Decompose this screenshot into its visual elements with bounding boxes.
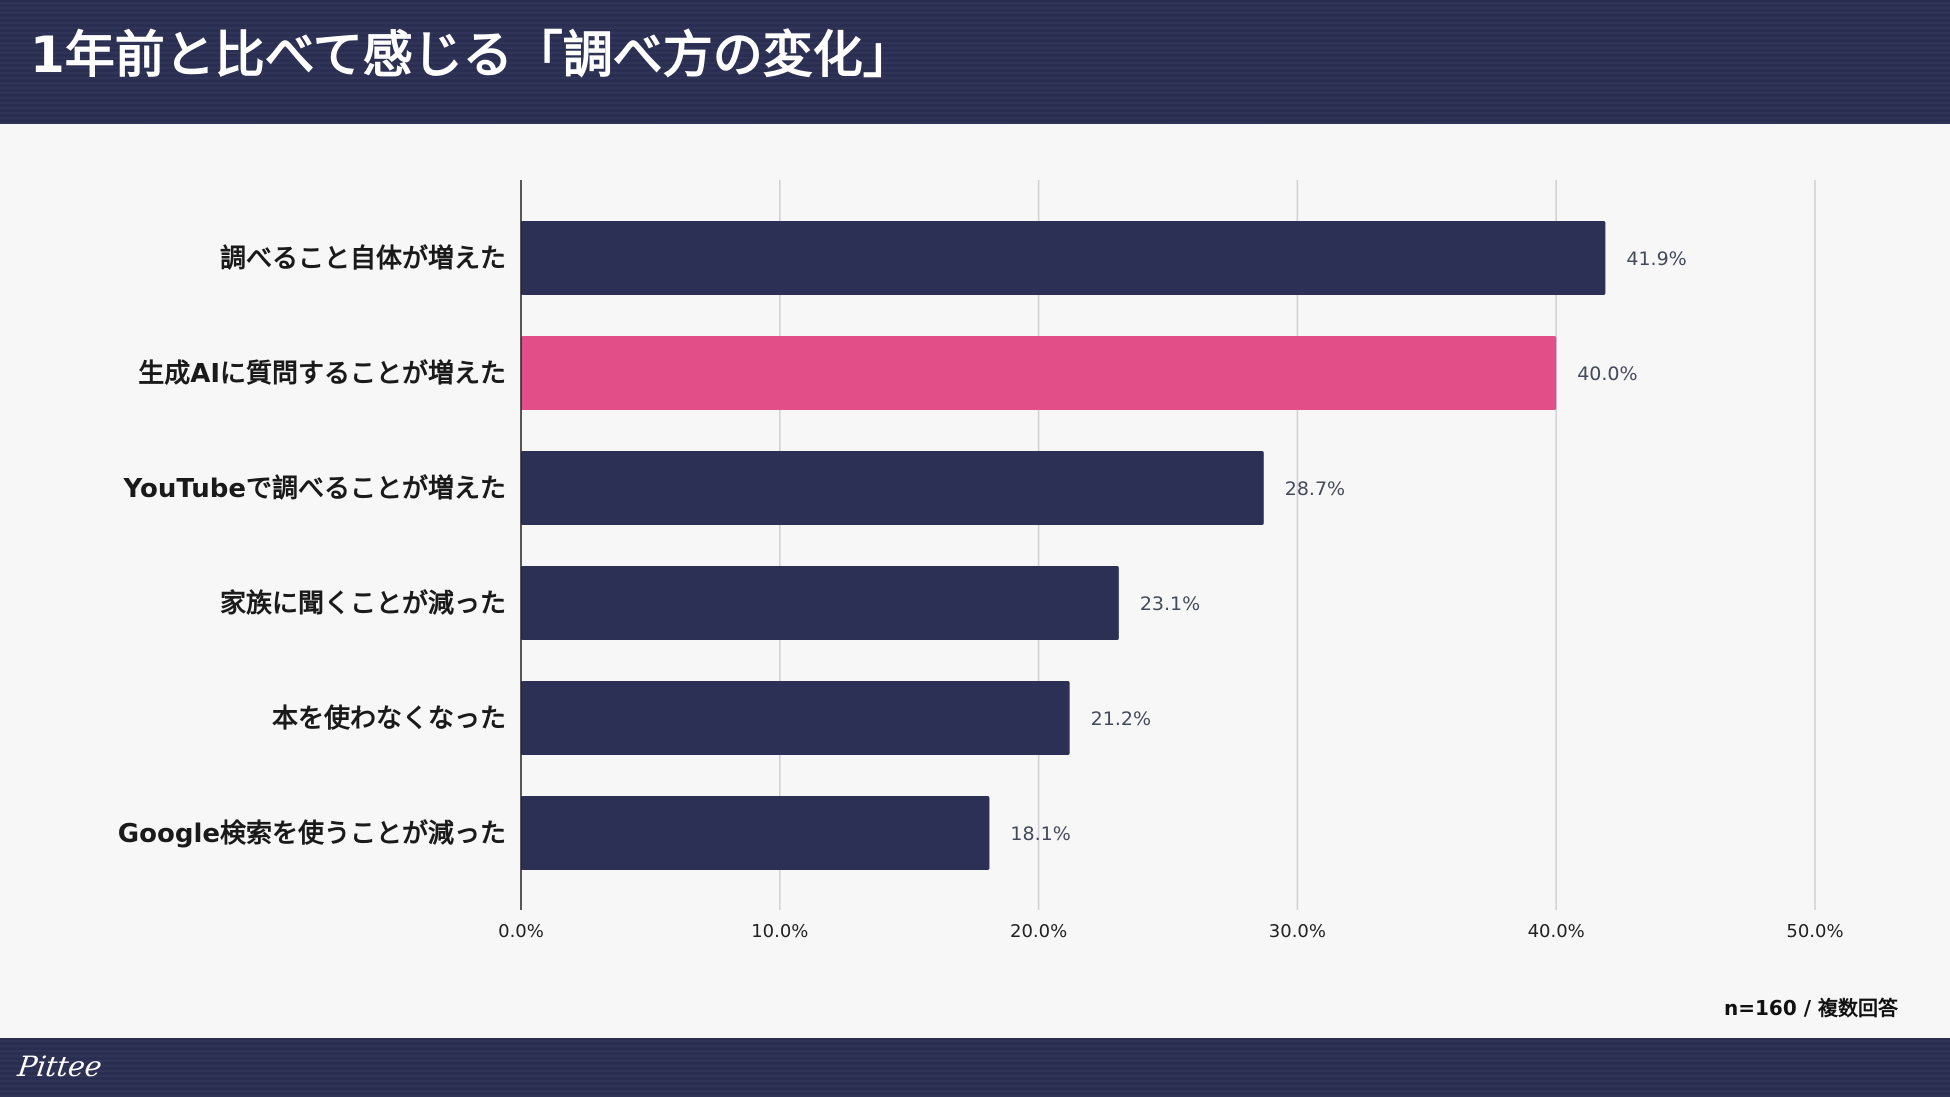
category-label: 生成AIに質問することが増えた [138,358,506,389]
bar [521,451,1264,525]
data-label: 23.1% [1140,593,1200,615]
bar [521,336,1557,410]
bar [521,221,1606,295]
page-title: 1年前と比べて感じる「調べ方の変化」 [30,26,913,84]
x-tick-label: 50.0% [1786,921,1843,942]
category-label: Google検索を使うことが減った [118,818,506,849]
x-tick-label: 30.0% [1269,921,1326,942]
category-label: 調べること自体が増えた [220,243,506,274]
sample-note: n=160 / 複数回答 [1724,996,1898,1020]
brand-logo: Pittee [15,1050,104,1083]
x-tick-label: 40.0% [1528,921,1585,942]
x-tick-label: 20.0% [1010,921,1067,942]
x-tick-label: 0.0% [498,921,544,942]
category-label: YouTubeで調べることが増えた [123,473,506,504]
data-label: 18.1% [1010,823,1070,845]
bar [521,681,1070,755]
data-label: 41.9% [1626,248,1686,270]
footer-bar [0,1038,1950,1097]
data-label: 21.2% [1091,708,1151,730]
bar [521,566,1119,640]
header-bar: 1年前と比べて感じる「調べ方の変化」 [0,0,1950,124]
category-label: 家族に聞くことが減った [220,588,506,619]
data-label: 28.7% [1285,478,1345,500]
category-label: 本を使わなくなった [272,704,506,734]
bar [521,796,990,870]
data-label: 40.0% [1577,363,1637,385]
x-tick-label: 10.0% [751,921,808,942]
